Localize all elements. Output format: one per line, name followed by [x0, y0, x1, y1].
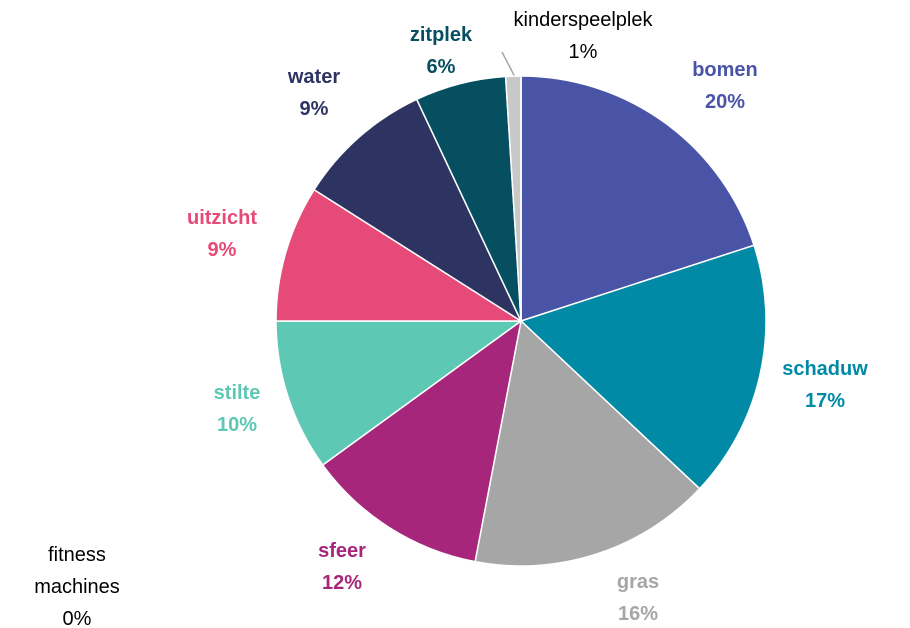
category-label: zitplek [409, 24, 473, 46]
slice-label: fitness machines 0% [17, 539, 137, 628]
pie-slice [275, 320, 524, 467]
category-label: uitzicht [187, 207, 257, 229]
pie-slice [313, 98, 523, 324]
category-label: water [287, 66, 341, 88]
value-label: 20% [704, 91, 746, 113]
slice-label: gras 16% [568, 566, 708, 628]
value-label: 9% [299, 98, 329, 120]
slice-label: zitplek 6% [371, 19, 511, 83]
slice-label: schaduw 17% [755, 353, 895, 417]
slice-label: uitzicht 9% [152, 202, 292, 266]
category-label: schaduw [782, 358, 868, 380]
leader-line [501, 51, 517, 80]
slice-label: stilte 10% [167, 377, 307, 441]
value-label: 10% [216, 414, 258, 436]
value-label: 16% [617, 603, 659, 625]
value-label: 0% [62, 608, 92, 628]
pie-slice [321, 319, 523, 563]
value-label: 1% [568, 41, 598, 63]
pie-slice [275, 188, 524, 322]
pie-slice [519, 244, 767, 490]
category-label: fitness machines [34, 544, 120, 598]
slice-label: sfeer 12% [272, 535, 412, 599]
category-label: sfeer [318, 540, 366, 562]
value-label: 17% [804, 390, 846, 412]
value-label: 6% [426, 56, 456, 78]
slice-label: water 9% [244, 61, 384, 125]
value-label: 12% [321, 572, 363, 594]
category-label: stilte [213, 382, 261, 404]
value-label: 9% [207, 239, 237, 261]
category-label: kinderspeelplek [513, 9, 653, 31]
slice-label: kinderspeelplek 1% [483, 4, 683, 68]
slice-label: bomen 20% [655, 54, 795, 118]
category-label: gras [616, 571, 660, 593]
category-label: bomen [692, 59, 758, 81]
pie-slice [520, 75, 755, 323]
pie-slice [474, 319, 701, 567]
